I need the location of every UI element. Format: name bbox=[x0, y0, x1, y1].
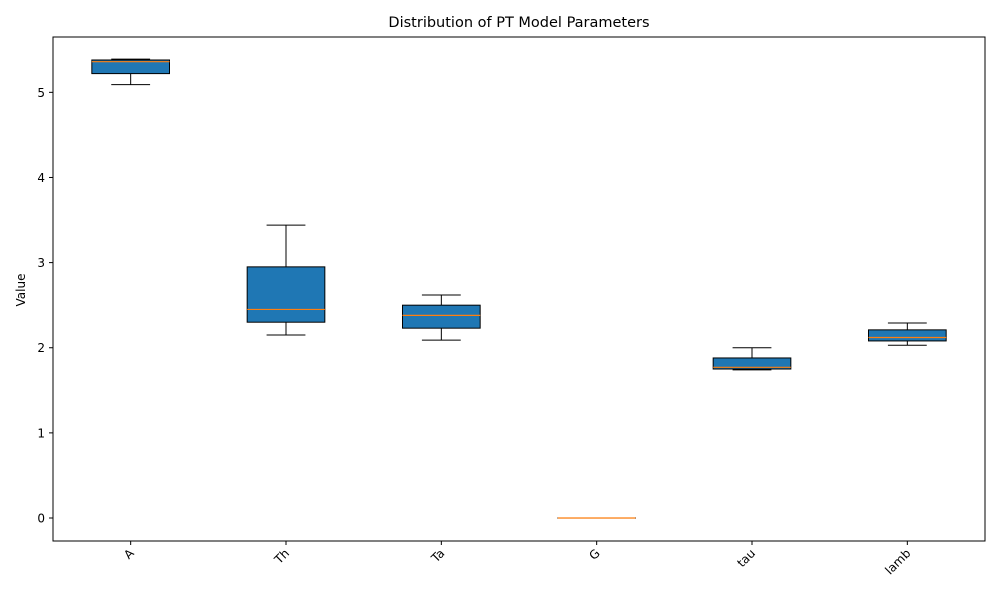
x-tick-label-th: Th bbox=[271, 546, 292, 567]
box-th bbox=[247, 267, 325, 322]
y-axis-ticks: 0 1 2 3 4 5 bbox=[37, 86, 53, 526]
box-ta bbox=[403, 305, 481, 328]
y-tick-label-1: 1 bbox=[37, 426, 45, 440]
y-axis-label: Value bbox=[14, 274, 28, 307]
box-group-tau bbox=[713, 348, 791, 370]
x-tick-label-a: A bbox=[121, 546, 137, 562]
y-tick-label-2: 2 bbox=[37, 341, 45, 355]
box-group-lamb bbox=[869, 323, 947, 345]
y-tick-label-4: 4 bbox=[37, 171, 45, 185]
chart-title: Distribution of PT Model Parameters bbox=[388, 15, 649, 31]
x-tick-label-g: G bbox=[586, 546, 602, 562]
y-tick-label-3: 3 bbox=[37, 256, 45, 270]
y-tick-label-5: 5 bbox=[37, 86, 45, 100]
x-tick-label-lamb: lamb bbox=[882, 546, 913, 577]
y-tick-label-0: 0 bbox=[37, 512, 45, 526]
x-tick-label-ta: Ta bbox=[428, 546, 448, 566]
plot-frame bbox=[53, 37, 985, 541]
x-tick-label-tau: tau bbox=[734, 546, 758, 570]
box-group-a bbox=[92, 59, 170, 85]
boxes-layer bbox=[92, 59, 946, 518]
box-group-th bbox=[247, 225, 325, 335]
box-lamb bbox=[869, 330, 947, 341]
box-group-ta bbox=[403, 295, 481, 340]
